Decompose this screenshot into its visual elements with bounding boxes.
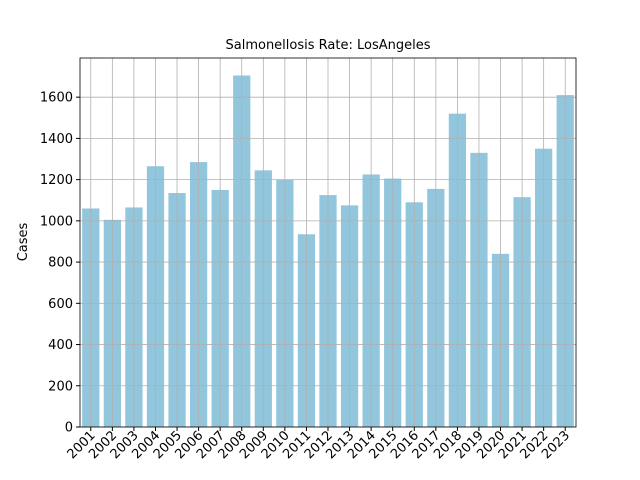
- y-axis-label: Cases: [16, 222, 31, 261]
- y-tick-label: 1600: [40, 91, 73, 106]
- y-tick-label: 600: [48, 297, 73, 312]
- y-tick-label: 0: [65, 421, 73, 436]
- plot-frame: [79, 57, 577, 428]
- y-tick-label: 1200: [40, 173, 73, 188]
- y-tick-label: 200: [48, 379, 73, 394]
- y-tick-label: 400: [48, 338, 73, 353]
- chart-title: Salmonellosis Rate: LosAngeles: [226, 38, 431, 53]
- y-tick-label: 800: [48, 256, 73, 271]
- y-tick-label: 1400: [40, 132, 73, 147]
- y-tick-label: 1000: [40, 214, 73, 229]
